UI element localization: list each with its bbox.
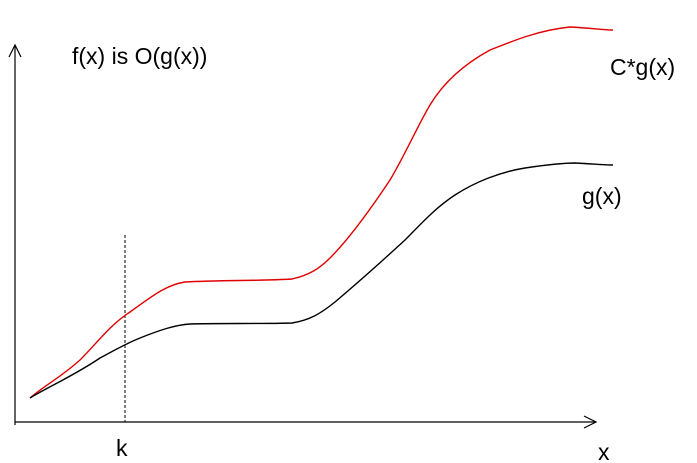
diagram-title: f(x) is O(g(x)): [72, 43, 207, 69]
y-axis-arrowhead: [8, 43, 22, 58]
upper-curve-label: C*g(x): [610, 54, 675, 80]
threshold-label: k: [116, 435, 128, 461]
upper-curve: [29, 26, 614, 399]
lower-curve-label: g(x): [582, 183, 622, 209]
x-axis-label: x: [598, 439, 610, 463]
x-axis-arrowhead: [583, 415, 598, 429]
lower-curve: [29, 162, 614, 399]
